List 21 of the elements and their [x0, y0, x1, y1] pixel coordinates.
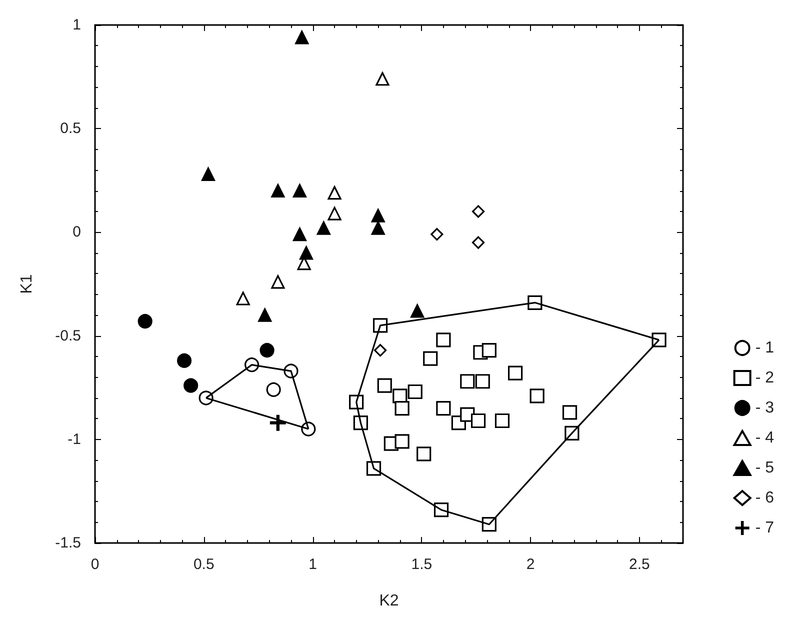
legend-label: - 4: [755, 430, 774, 446]
y-tick-label: 0.5: [60, 120, 81, 138]
y-tick-label: -0.5: [55, 327, 81, 344]
legend-label: - 7: [755, 520, 774, 536]
x-axis-title: K2: [379, 592, 399, 610]
legend-label: - 2: [755, 370, 774, 386]
y-axis-title: K1: [18, 274, 36, 294]
legend-label: - 3: [755, 400, 774, 416]
y-tick-label: -1: [68, 430, 81, 448]
legend-label: - 6: [755, 490, 774, 506]
x-tick-label: 1.5: [411, 556, 432, 573]
x-tick-label: 2: [526, 556, 535, 573]
legend-label: - 5: [755, 460, 774, 476]
legend-label: - 1: [755, 340, 774, 356]
y-tick-label: -1.5: [55, 534, 81, 552]
x-tick-label: 1: [308, 556, 317, 573]
y-tick-label: 1: [72, 16, 81, 34]
x-tick-label: 0.5: [193, 556, 214, 573]
x-tick-label: 0: [90, 556, 100, 573]
y-tick-label: 0: [72, 224, 81, 241]
x-tick-label: 2.5: [629, 556, 650, 573]
